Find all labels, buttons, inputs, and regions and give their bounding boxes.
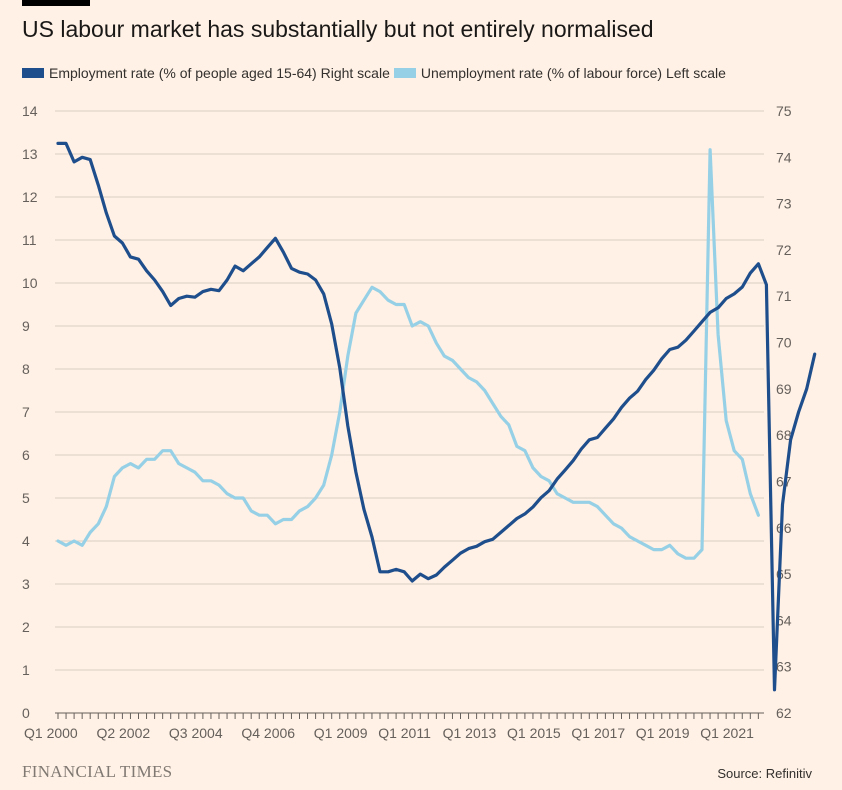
y-left-tick-10: 10 — [22, 275, 38, 291]
ft-top-bar — [22, 0, 90, 6]
y-left-tick-13: 13 — [22, 146, 38, 162]
legend-label-unemployment: Unemployment rate (% of labour force) Le… — [420, 65, 726, 81]
y-right-tick-63: 63 — [776, 659, 792, 675]
y-left-tick-6: 6 — [22, 447, 30, 463]
y-right-tick-70: 70 — [776, 335, 792, 351]
x-tick-label: Q1 2019 — [636, 725, 690, 741]
legend-item-unemployment: Unemployment rate (% of labour force) Le… — [393, 65, 726, 81]
y-right-tick-71: 71 — [776, 288, 792, 304]
y-left-tick-8: 8 — [22, 361, 30, 377]
x-tick-label: Q3 2004 — [169, 725, 223, 741]
x-tick-label: Q1 2009 — [314, 725, 368, 741]
x-tick-label: Q1 2013 — [443, 725, 497, 741]
legend-item-employment: Employment rate (% of people aged 15-64)… — [22, 65, 390, 81]
y-left-tick-14: 14 — [22, 103, 38, 119]
source-note: Source: Refinitiv — [717, 766, 812, 781]
y-left-tick-12: 12 — [22, 189, 38, 205]
y-left-tick-0: 0 — [22, 705, 30, 721]
x-tick-label: Q1 2000 — [24, 725, 78, 741]
y-right-tick-73: 73 — [776, 196, 792, 212]
y-right-tick-64: 64 — [776, 612, 792, 628]
x-tick-label: Q1 2011 — [378, 725, 431, 741]
chart-title: US labour market has substantially but n… — [22, 16, 654, 42]
y-right-tick-66: 66 — [776, 520, 792, 536]
x-tick-label: Q4 2006 — [241, 725, 295, 741]
legend: Employment rate (% of people aged 15-64)… — [22, 65, 730, 81]
y-left-tick-4: 4 — [22, 533, 30, 549]
y-right-tick-69: 69 — [776, 381, 792, 397]
y-right-tick-62: 62 — [776, 705, 792, 721]
y-right-tick-72: 72 — [776, 242, 792, 258]
x-tick-label: Q1 2021 — [700, 725, 754, 741]
y-left-tick-1: 1 — [22, 662, 30, 678]
legend-label-employment: Employment rate (% of people aged 15-64)… — [49, 65, 390, 81]
y-left-tick-11: 11 — [22, 232, 37, 248]
y-left-tick-5: 5 — [22, 490, 30, 506]
x-tick-label: Q2 2002 — [96, 725, 150, 741]
ft-brand-logo: FINANCIAL TIMES — [22, 762, 173, 781]
y-right-tick-75: 75 — [776, 103, 792, 119]
employment-rate-line — [56, 141, 817, 692]
y-right-tick-74: 74 — [776, 149, 792, 165]
y-left-tick-3: 3 — [22, 576, 30, 592]
y-left-tick-7: 7 — [22, 404, 30, 420]
x-tick-label: Q1 2017 — [571, 725, 625, 741]
legend-swatch-employment — [22, 68, 44, 78]
legend-swatch-unemployment — [393, 68, 416, 78]
x-tick-label: Q1 2015 — [507, 725, 561, 741]
y-left-tick-9: 9 — [22, 318, 30, 334]
y-left-tick-2: 2 — [22, 619, 30, 635]
unemployment-rate-line — [56, 148, 761, 560]
y-right-tick-68: 68 — [776, 427, 792, 443]
